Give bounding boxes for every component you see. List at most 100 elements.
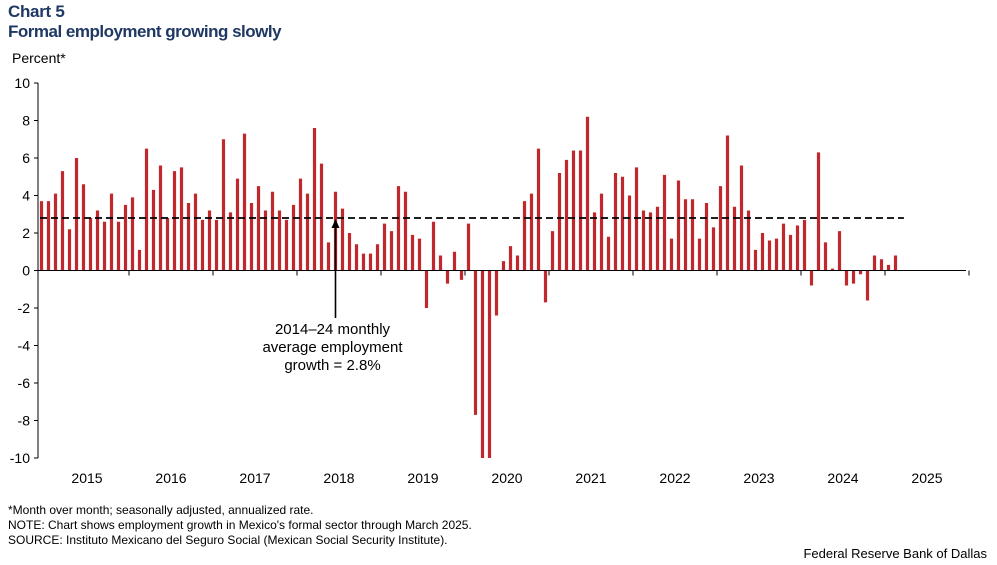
bar <box>634 167 639 271</box>
bar <box>844 270 849 286</box>
bar <box>186 203 191 271</box>
bar <box>305 193 310 271</box>
chart-number: Chart 5 <box>8 2 65 21</box>
bar <box>557 173 562 271</box>
bar <box>851 270 856 284</box>
x-year-label: 2024 <box>827 470 858 486</box>
bar <box>515 255 520 271</box>
bar <box>242 133 247 271</box>
bar <box>137 249 142 271</box>
bar <box>200 219 205 271</box>
x-year-label: 2025 <box>911 470 942 486</box>
bar <box>67 229 72 271</box>
bar <box>830 268 835 271</box>
bar <box>249 203 254 271</box>
y-tick-label: 4 <box>22 188 30 204</box>
bar <box>130 197 135 271</box>
bar <box>375 244 380 271</box>
bar <box>340 208 345 271</box>
annotation-text-line: average employment <box>262 339 403 356</box>
bar <box>529 193 534 271</box>
bar <box>886 264 891 271</box>
bar <box>571 150 576 271</box>
y-tick-label: 0 <box>22 263 30 279</box>
bar <box>396 186 401 271</box>
bar <box>102 221 107 271</box>
x-year-label: 2022 <box>659 470 690 486</box>
bar <box>88 218 93 271</box>
bar <box>144 148 149 271</box>
bar <box>536 148 541 271</box>
bar <box>592 212 597 271</box>
bar <box>669 238 674 271</box>
bar <box>438 255 443 271</box>
bar <box>802 219 807 271</box>
bar <box>690 199 695 271</box>
bar <box>368 253 373 271</box>
bar <box>641 210 646 271</box>
bar <box>319 163 324 271</box>
bars <box>39 116 898 458</box>
bar <box>235 178 240 271</box>
bar <box>459 270 464 280</box>
bar <box>564 159 569 271</box>
y-tick-label: 2 <box>22 225 30 241</box>
bar <box>858 270 863 275</box>
bar <box>683 199 688 271</box>
bar <box>865 270 870 301</box>
bar <box>46 201 51 271</box>
bar <box>501 261 506 271</box>
x-year-label: 2023 <box>743 470 774 486</box>
y-tick-label: 6 <box>22 150 30 166</box>
bar <box>494 270 499 316</box>
bar <box>81 184 86 271</box>
bar <box>893 255 898 271</box>
bar <box>165 218 170 271</box>
y-tick-label: -4 <box>18 338 31 354</box>
bar <box>256 186 261 271</box>
bar <box>214 219 219 271</box>
bar <box>277 210 282 271</box>
average-annotation: 2014–24 monthly average employment growt… <box>262 219 403 374</box>
bar <box>403 191 408 271</box>
y-axis-unit-label: Percent* <box>12 50 66 66</box>
bar <box>221 139 226 271</box>
bar <box>193 193 198 271</box>
x-year-label: 2019 <box>407 470 438 486</box>
y-tick-label: 8 <box>22 113 30 129</box>
bar <box>326 242 331 271</box>
bar <box>263 210 268 271</box>
bar <box>718 186 723 271</box>
bar <box>711 227 716 271</box>
x-year-label: 2015 <box>71 470 102 486</box>
annotation-arrowhead <box>331 219 340 228</box>
y-tick-label: -8 <box>18 413 31 429</box>
bar <box>116 221 121 271</box>
bar <box>466 223 471 271</box>
bar <box>347 233 352 271</box>
bar <box>172 171 177 271</box>
bar <box>158 165 163 271</box>
bar <box>746 210 751 271</box>
bar <box>60 171 65 271</box>
source-credit: Federal Reserve Bank of Dallas <box>803 546 987 561</box>
bar <box>676 180 681 271</box>
footnote-source: SOURCE: Instituto Mexicano del Seguro So… <box>8 533 448 547</box>
bar <box>123 204 128 271</box>
bar <box>207 210 212 271</box>
bar <box>816 152 821 271</box>
bar <box>753 249 758 271</box>
y-tick-label: -2 <box>18 300 31 316</box>
bar <box>361 253 366 271</box>
bar <box>697 238 702 271</box>
bar <box>739 165 744 271</box>
bar <box>578 150 583 271</box>
x-axis: 2015 2016 2017 2018 2019 2020 2021 2022 2023 2024… <box>38 270 970 486</box>
bar <box>410 234 415 271</box>
bar <box>424 270 429 308</box>
bar <box>473 270 478 415</box>
bar <box>445 270 450 284</box>
bar <box>151 189 156 271</box>
bar <box>389 231 394 271</box>
